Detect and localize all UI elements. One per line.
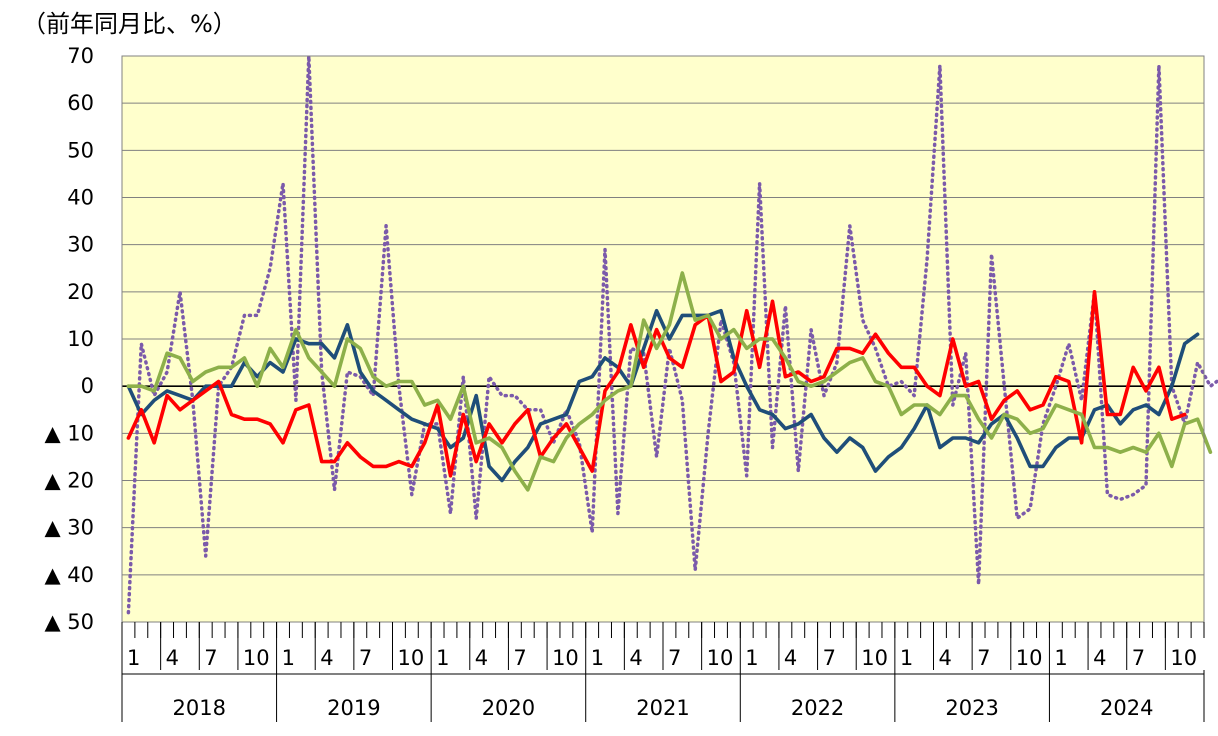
x-month-label: 10 xyxy=(398,646,425,670)
x-month-label: 7 xyxy=(977,646,990,670)
x-month-label: 10 xyxy=(861,646,888,670)
x-month-label: 4 xyxy=(629,646,642,670)
y-tick-label: ▲ 50 xyxy=(44,610,94,634)
x-month-label: 10 xyxy=(1170,646,1197,670)
y-tick-label: 20 xyxy=(67,280,94,304)
x-month-label: 7 xyxy=(823,646,836,670)
y-tick-label: 50 xyxy=(67,138,94,162)
x-month-label: 1 xyxy=(127,646,140,670)
x-year-label: 2020 xyxy=(482,696,535,720)
x-month-label: 4 xyxy=(475,646,488,670)
y-axis-ticks: 70 60 50 40 30 20 10 0 ▲ 10 ▲ 20 ▲ 30 ▲ 40 ▲ 50 xyxy=(44,44,94,634)
x-month-label: 1 xyxy=(1054,646,1067,670)
y-tick-label: 30 xyxy=(67,233,94,257)
y-tick-label: 70 xyxy=(67,44,94,68)
x-month-label: 10 xyxy=(707,646,734,670)
x-month-label: 7 xyxy=(359,646,372,670)
y-tick-label: ▲ 40 xyxy=(44,563,94,587)
x-month-label: 1 xyxy=(591,646,604,670)
x-year-label: 2019 xyxy=(327,696,380,720)
x-month-label: 1 xyxy=(436,646,449,670)
x-month-label: 4 xyxy=(320,646,333,670)
series-line-4 xyxy=(126,271,1213,492)
x-year-label: 2021 xyxy=(636,696,689,720)
x-year-label: 2018 xyxy=(173,696,226,720)
x-month-label: 4 xyxy=(784,646,797,670)
x-month-label: 1 xyxy=(900,646,913,670)
x-month-label: 7 xyxy=(204,646,217,670)
y-tick-label: ▲ 20 xyxy=(44,469,94,493)
x-month-label: 1 xyxy=(745,646,758,670)
x-month-label: 4 xyxy=(166,646,179,670)
x-month-label: 7 xyxy=(668,646,681,670)
series-line-2 xyxy=(126,308,1200,483)
series-line-1 xyxy=(126,54,1218,615)
x-month-label: 10 xyxy=(552,646,579,670)
x-year-label: 2022 xyxy=(791,696,844,720)
y-tick-label: 0 xyxy=(81,374,94,398)
y-tick-label: 40 xyxy=(67,186,94,210)
x-month-label: 4 xyxy=(1093,646,1106,670)
x-month-label: 7 xyxy=(1132,646,1145,670)
x-month-label: 7 xyxy=(513,646,526,670)
y-tick-label: ▲ 30 xyxy=(44,516,94,540)
y-tick-label: 60 xyxy=(67,91,94,115)
x-month-label: 10 xyxy=(1016,646,1043,670)
x-month-label: 1 xyxy=(282,646,295,670)
unit-label: （前年同月比、%） xyxy=(22,10,237,38)
y-tick-label: ▲ 10 xyxy=(44,421,94,445)
series-lines xyxy=(126,54,1218,615)
x-month-label: 4 xyxy=(939,646,952,670)
x-axis-ticks: 1 4 7 10 1 4 7 10 1 4 7 10 1 4 7 10 1 4 7 10 1 4 7 10 1 4 7 10 2018 2… xyxy=(121,622,1205,722)
series-line-3 xyxy=(126,289,1187,478)
y-tick-label: 10 xyxy=(67,327,94,351)
x-year-label: 2024 xyxy=(1100,696,1153,720)
x-month-label: 10 xyxy=(243,646,270,670)
x-year-label: 2023 xyxy=(945,696,998,720)
